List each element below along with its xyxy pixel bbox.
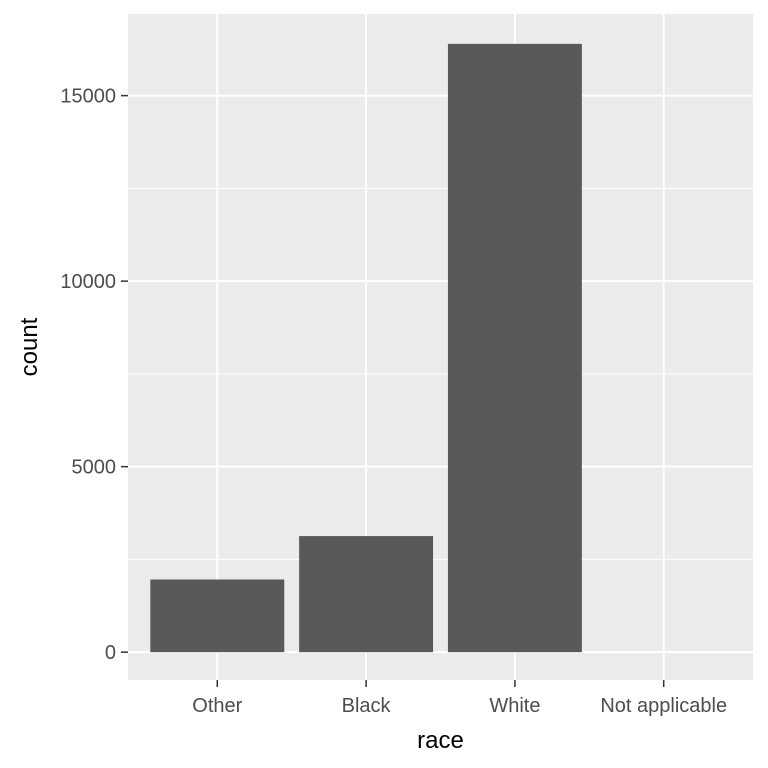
y-axis: 0 5000 10000 15000 [60, 86, 128, 664]
plot-panel [128, 14, 753, 680]
y-axis-title: count [16, 317, 43, 376]
minor-gridlines [128, 187, 753, 560]
x-tick-label: Other [192, 695, 242, 717]
x-axis-title: race [417, 727, 464, 754]
x-tick-label: Not applicable [600, 695, 727, 717]
bar-white [447, 43, 582, 653]
y-tick-label: 10000 [60, 271, 116, 293]
x-tick-label: White [489, 695, 540, 717]
y-tick-label: 15000 [60, 86, 116, 108]
x-tick-label: Black [342, 695, 392, 717]
bars [150, 43, 582, 653]
bar-other [150, 579, 285, 653]
x-axis: Other Black White Not applicable [192, 680, 727, 717]
bar-black [299, 536, 434, 653]
y-tick-label: 5000 [72, 457, 117, 479]
y-tick-label: 0 [105, 642, 116, 664]
